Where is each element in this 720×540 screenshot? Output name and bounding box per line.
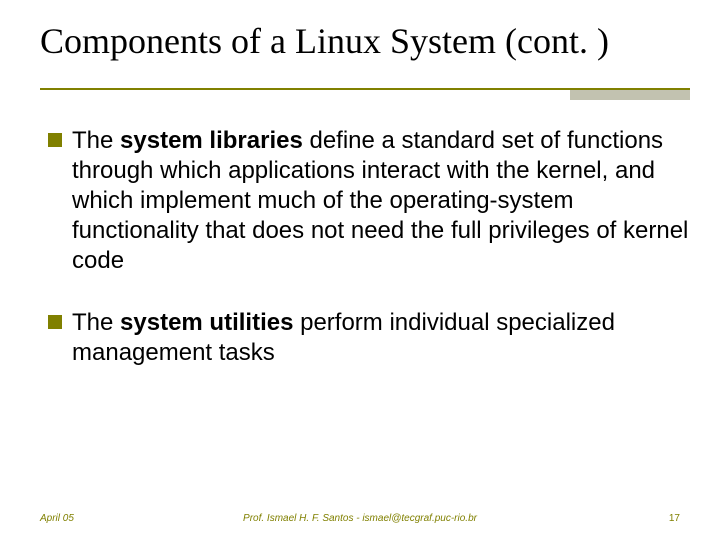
bullet-text: The system libraries define a standard s… [72,126,690,276]
footer-date: April 05 [40,513,74,524]
slide-title: Components of a Linux System (cont. ) [40,20,690,76]
bullet-item: The system utilities perform individual … [40,308,690,368]
bullet-item: The system libraries define a standard s… [40,126,690,276]
slide-container: Components of a Linux System (cont. ) Th… [0,0,720,540]
square-bullet-icon [48,133,62,147]
bullet-text-pre: The [72,309,120,336]
footer-page-number: 17 [669,513,680,524]
bullet-text-pre: The [72,127,120,154]
slide-footer: April 05 Prof. Ismael H. F. Santos - ism… [0,513,720,524]
bullet-text: The system utilities perform individual … [72,308,690,368]
footer-author: Prof. Ismael H. F. Santos - ismael@tecgr… [243,513,477,524]
bullet-text-bold: system libraries [120,127,303,154]
title-underline-shadow [570,90,690,100]
title-underline [40,88,690,100]
bullet-text-bold: system utilities [120,309,293,336]
square-bullet-icon [48,315,62,329]
